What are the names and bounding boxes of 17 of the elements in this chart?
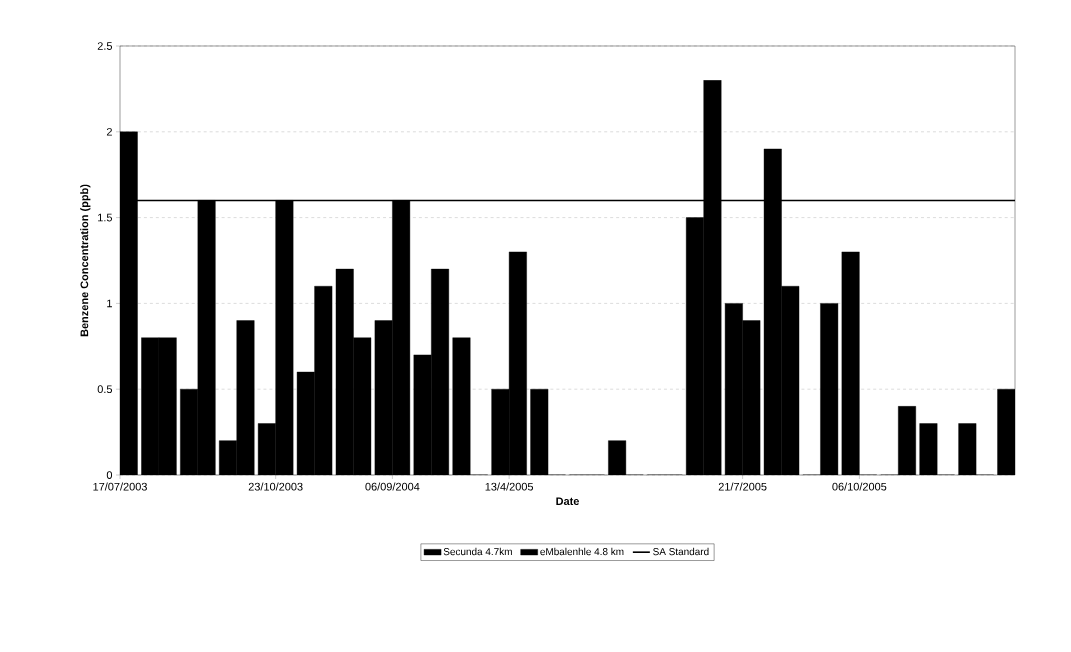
y-tick-label: 0.5 (97, 385, 113, 394)
y-tick-label: 1 (107, 299, 112, 308)
x-tick-label: 23/10/2003 (248, 482, 303, 491)
legend-label: SA Standard (653, 547, 709, 556)
x-axis-title: Date (556, 497, 579, 506)
y-axis-title: Benzene Concentration (ppb) (80, 184, 91, 337)
x-tick-label: 17/07/2003 (93, 482, 147, 491)
y-tick-label: 1.5 (98, 213, 113, 222)
x-tick-label: 21/7/2005 (718, 482, 767, 491)
legend-label: Secunda 4.7km (443, 547, 512, 556)
x-tick-label: 06/09/2004 (365, 482, 420, 491)
y-tick-label: 2.5 (97, 42, 113, 50)
legend-label: eMbalenhle 4.8 km (540, 547, 624, 556)
x-tick-label: 06/10/2005 (832, 482, 887, 491)
y-tick-label: 0 (106, 471, 113, 479)
y-tick-label: 2 (106, 127, 112, 136)
x-tick-label: 13/4/2005 (485, 482, 534, 491)
